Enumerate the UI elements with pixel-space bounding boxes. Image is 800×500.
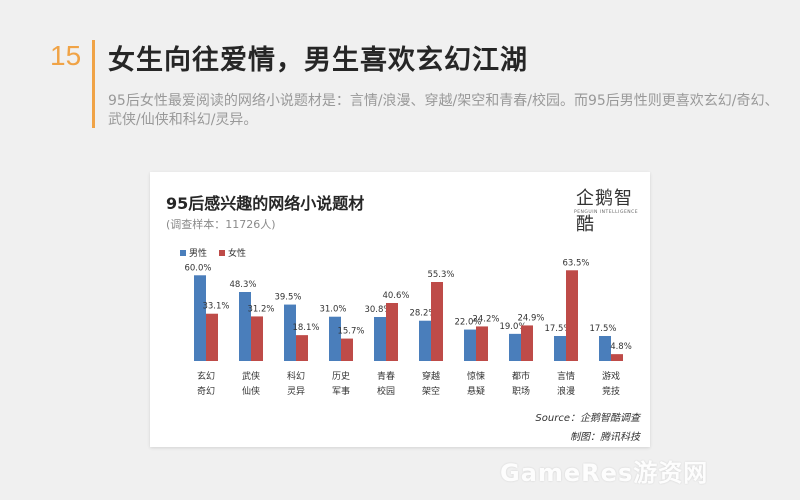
bar-male-0 bbox=[194, 275, 206, 361]
legend-swatch-female bbox=[219, 249, 226, 256]
category-label-4-0: 青春 bbox=[377, 370, 395, 382]
category-label-8-1: 浪漫 bbox=[557, 385, 575, 397]
data-label-female-0: 33.1% bbox=[202, 302, 229, 312]
bar-female-6 bbox=[476, 326, 488, 361]
category-label-7-0: 都市 bbox=[512, 370, 530, 382]
category-label-9-1: 竞技 bbox=[602, 385, 620, 397]
data-label-male-9: 17.5% bbox=[589, 324, 616, 334]
category-label-1-0: 武侠 bbox=[242, 370, 260, 382]
page-title: 女生向往爱情，男生喜欢玄幻江湖 bbox=[108, 45, 528, 76]
bar-female-9 bbox=[611, 354, 623, 361]
data-label-female-8: 63.5% bbox=[562, 258, 589, 268]
bar-male-5 bbox=[419, 320, 431, 361]
page-subtitle: 95后女性最爱阅读的网络小说题材是：言情/浪漫、穿越/架空和青春/校园。而95后… bbox=[108, 93, 779, 128]
bar-female-8 bbox=[566, 270, 578, 361]
category-label-6-0: 惊悚 bbox=[467, 370, 485, 382]
legend-swatch-male bbox=[180, 249, 186, 256]
data-label-female-4: 40.6% bbox=[382, 291, 409, 301]
data-label-male-6: 22.0% bbox=[454, 318, 481, 328]
bar-male-1 bbox=[239, 292, 251, 361]
category-label-3-1: 军事 bbox=[332, 385, 350, 397]
data-label-female-9: 4.8% bbox=[610, 342, 632, 352]
category-label-0-0: 玄幻 bbox=[197, 370, 215, 382]
category-label-5-0: 穿越 bbox=[422, 370, 440, 382]
category-label-3-0: 历史 bbox=[332, 370, 350, 382]
bar-female-7 bbox=[521, 325, 533, 361]
bar-female-2 bbox=[296, 335, 308, 361]
watermark: GameRes游资网 bbox=[500, 459, 709, 487]
data-label-male-8: 17.5% bbox=[544, 324, 571, 334]
category-label-8-0: 言情 bbox=[557, 370, 575, 382]
chart-source: Source：企鹅智酷调查 bbox=[535, 413, 640, 424]
data-label-female-6: 24.2% bbox=[472, 314, 499, 324]
category-label-2-0: 科幻 bbox=[287, 370, 305, 382]
category-label-5-1: 架空 bbox=[422, 385, 440, 397]
data-label-female-1: 31.2% bbox=[247, 304, 274, 314]
data-label-male-0: 60.0% bbox=[184, 263, 211, 273]
bar-male-8 bbox=[554, 336, 566, 361]
bar-female-0 bbox=[206, 313, 218, 361]
category-label-1-1: 仙侠 bbox=[242, 385, 260, 397]
legend-item-female: 女性 bbox=[219, 246, 246, 259]
category-label-6-1: 悬疑 bbox=[467, 386, 485, 397]
chart-card: 95后感兴趣的网络小说题材 (调查样本：11726人) 企鹅智酷 PENGUIN… bbox=[150, 172, 650, 447]
bar-male-2 bbox=[284, 304, 296, 361]
bar-male-9 bbox=[599, 336, 611, 361]
data-label-male-3: 31.0% bbox=[319, 305, 346, 315]
data-label-male-2: 39.5% bbox=[274, 293, 301, 303]
legend-item-male: 男性 bbox=[180, 246, 207, 259]
chart-credit: 制图：腾讯科技 bbox=[570, 432, 640, 443]
legend-label-male: 男性 bbox=[189, 249, 208, 259]
data-label-female-2: 18.1% bbox=[292, 323, 319, 333]
bar-male-3 bbox=[329, 316, 341, 361]
data-label-female-5: 55.3% bbox=[427, 270, 454, 280]
bar-female-5 bbox=[431, 282, 443, 361]
category-label-2-1: 灵异 bbox=[287, 386, 305, 397]
bar-female-4 bbox=[386, 303, 398, 361]
category-label-0-1: 奇幻 bbox=[197, 385, 215, 397]
brand-logo-subtext: PENGUIN INTELLIGENCE bbox=[574, 210, 639, 215]
category-label-4-1: 校园 bbox=[377, 385, 395, 397]
category-label-9-0: 游戏 bbox=[602, 370, 620, 382]
chart-sample-note: (调查样本：11726人) bbox=[166, 218, 276, 231]
bar-male-7 bbox=[509, 333, 521, 361]
category-label-7-1: 职场 bbox=[512, 386, 530, 397]
brand-logo-text: 企鹅智酷 bbox=[576, 188, 633, 235]
data-label-male-7: 19.0% bbox=[499, 322, 526, 332]
data-label-male-1: 48.3% bbox=[229, 280, 256, 290]
legend-label-female: 女性 bbox=[228, 249, 247, 259]
chart-legend: 男性 女性 bbox=[180, 246, 246, 259]
bar-male-6 bbox=[464, 329, 476, 361]
data-label-female-7: 24.9% bbox=[517, 313, 544, 323]
bar-male-4 bbox=[374, 317, 386, 361]
brand-logo: 企鹅智酷 PENGUIN INTELLIGENCE bbox=[570, 180, 648, 235]
bar-female-1 bbox=[251, 316, 263, 361]
data-label-male-4: 30.8% bbox=[364, 305, 391, 315]
data-label-female-3: 15.7% bbox=[337, 327, 364, 337]
slide-number: 15 bbox=[50, 40, 82, 71]
chart-title: 95后感兴趣的网络小说题材 bbox=[166, 194, 365, 213]
title-accent-bar bbox=[92, 40, 95, 128]
bar-female-3 bbox=[341, 338, 353, 361]
data-label-male-5: 28.2% bbox=[409, 309, 436, 319]
